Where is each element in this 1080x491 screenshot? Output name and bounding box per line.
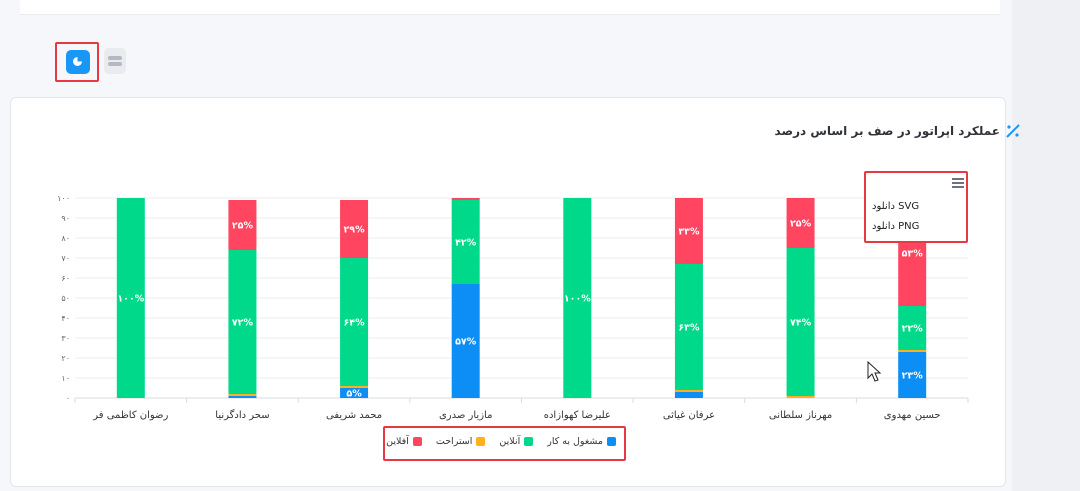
- bar-online: [563, 198, 592, 398]
- bar-busy: [340, 388, 369, 398]
- download-png-item[interactable]: دانلود PNG: [872, 221, 920, 232]
- x-category-label: عرفان غیاثی: [663, 410, 715, 421]
- legend-label-rest: استراحت: [435, 436, 473, 447]
- bar-data-label: ۳۳%: [678, 227, 700, 238]
- legend-item-offline[interactable]: آفلاین: [386, 436, 422, 447]
- bar-rest: [898, 350, 927, 352]
- bar-online: [786, 248, 815, 396]
- bar-data-label: ۲۲%: [902, 324, 924, 335]
- bar-offline: [451, 198, 480, 200]
- bar-data-label: ۲۵%: [790, 219, 812, 230]
- bar-data-label: ۵۷%: [455, 337, 477, 348]
- y-tick-label: ۰: [66, 394, 70, 403]
- bar-busy: [228, 396, 257, 398]
- y-tick-label: ۸۰: [61, 234, 70, 243]
- bar-rest: [786, 396, 815, 398]
- hamburger-menu-icon[interactable]: [952, 178, 964, 188]
- chart-view-toggle-highlight: [55, 42, 99, 82]
- legend-swatch-online: [524, 437, 534, 446]
- y-tick-label: ۱۰۰: [57, 194, 70, 203]
- bar-data-label: ۷۴%: [790, 318, 812, 329]
- x-category-label: محمد شریفی: [326, 410, 382, 421]
- y-tick-label: ۱۰: [61, 374, 70, 383]
- x-category-label: مهرناز سلطانی: [769, 410, 832, 421]
- bar-data-label: ۱۰۰%: [117, 294, 144, 305]
- y-tick-label: ۹۰: [61, 214, 70, 223]
- export-menu: دانلود SVG دانلود PNG: [864, 171, 968, 243]
- y-tick-label: ۵۰: [61, 294, 70, 303]
- y-tick-label: ۶۰: [61, 274, 70, 283]
- bar-online: [674, 264, 703, 390]
- chart-title-text: عملکرد اپراتور در صف بر اساس درصد: [774, 124, 1000, 138]
- table-view-button[interactable]: [104, 48, 126, 74]
- legend-item-busy[interactable]: مشغول به کار: [547, 436, 616, 447]
- list-icon: [108, 56, 122, 60]
- bar-data-label: ۵۳%: [902, 249, 924, 260]
- bar-data-label: ۲۹%: [344, 225, 366, 236]
- x-category-label: رضوان کاظمی فر: [92, 410, 168, 421]
- x-category-label: حسین مهدوی: [884, 410, 941, 421]
- chart-legend: مشغول به کار آنلاین استراحت آفلاین: [386, 436, 616, 447]
- page-gutter: [1012, 0, 1080, 491]
- bar-offline: [786, 198, 815, 248]
- bar-data-label: ۲۳%: [902, 371, 924, 382]
- bar-data-label: ۲۵%: [232, 221, 254, 232]
- bar-busy: [898, 352, 927, 398]
- top-card: [20, 0, 1000, 15]
- legend-swatch-busy: [607, 437, 616, 446]
- legend-swatch-offline: [412, 437, 422, 446]
- bar-offline: [228, 200, 257, 250]
- bar-data-label: ۶۳%: [678, 323, 700, 334]
- chart-title-icon: [1006, 124, 1020, 138]
- bar-rest: [228, 394, 257, 396]
- bar-data-label: ۶۴%: [344, 318, 366, 329]
- x-category-label: سحر دادگرنیا: [215, 409, 269, 421]
- legend-item-online[interactable]: آنلاین: [499, 436, 534, 447]
- legend-label-busy: مشغول به کار: [547, 436, 603, 447]
- y-tick-label: ۴۰: [61, 314, 70, 323]
- y-tick-label: ۳۰: [61, 334, 70, 343]
- bar-data-label: ۷۲%: [232, 318, 254, 329]
- bar-offline: [674, 198, 703, 264]
- bar-rest: [340, 386, 369, 388]
- bar-online: [228, 250, 257, 394]
- legend-swatch-rest: [476, 437, 486, 446]
- bar-data-label: ۴۲%: [455, 238, 477, 249]
- y-tick-label: ۷۰: [61, 254, 70, 263]
- bar-busy: [674, 392, 703, 398]
- bar-online: [116, 198, 145, 398]
- legend-highlight: مشغول به کار آنلاین استراحت آفلاین: [383, 426, 626, 461]
- bar-busy: [451, 284, 480, 398]
- bar-rest: [674, 390, 703, 392]
- bar-online: [340, 258, 369, 386]
- bar-data-label: ۵%: [346, 389, 362, 400]
- legend-item-rest[interactable]: استراحت: [436, 436, 486, 447]
- mouse-cursor-icon: [867, 360, 882, 382]
- bar-online: [451, 200, 480, 284]
- legend-label-offline: آفلاین: [386, 436, 409, 447]
- legend-label-online: آنلاین: [499, 436, 521, 447]
- chart-title: عملکرد اپراتور در صف بر اساس درصد: [775, 124, 1020, 138]
- bar-offline: [340, 200, 369, 258]
- pie-chart-icon: [73, 57, 82, 66]
- download-svg-item[interactable]: دانلود SVG: [872, 201, 920, 212]
- y-tick-label: ۲۰: [61, 354, 70, 363]
- chart-view-button[interactable]: [66, 50, 90, 74]
- bar-online: [898, 306, 927, 350]
- x-category-label: مازیار صدری: [439, 410, 492, 421]
- chart-card: [10, 97, 1006, 487]
- bar-data-label: ۱۰۰%: [564, 294, 591, 305]
- x-category-label: علیرضا کهوازاده: [544, 410, 611, 421]
